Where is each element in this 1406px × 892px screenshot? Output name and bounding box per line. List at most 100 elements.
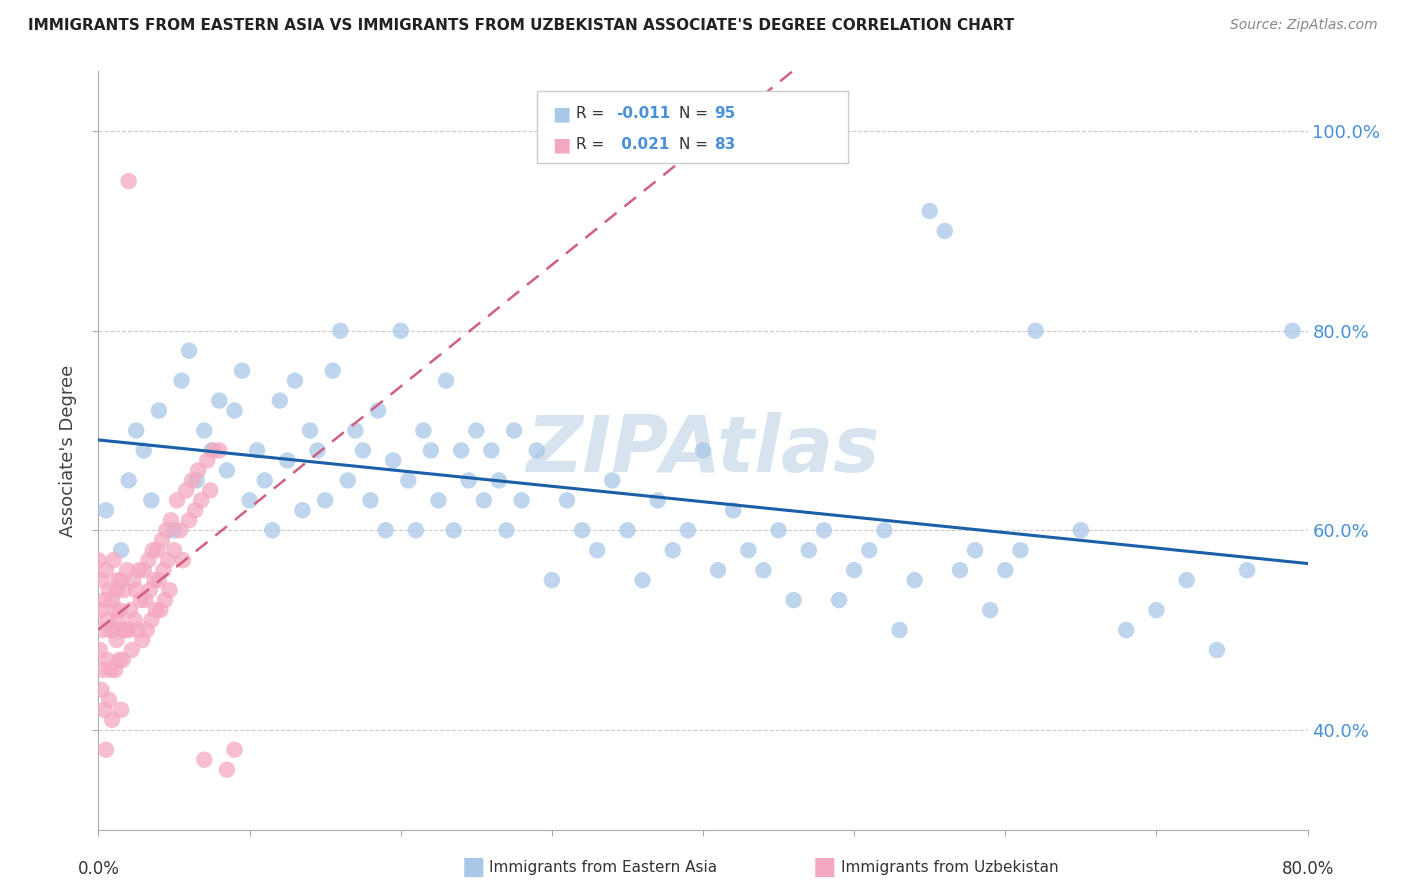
- Point: [314, 493, 336, 508]
- Point: [146, 543, 169, 558]
- Point: [352, 443, 374, 458]
- Point: [1206, 643, 1229, 657]
- Point: [90, 573, 112, 587]
- Point: [91, 663, 114, 677]
- Point: [103, 623, 125, 637]
- Point: [107, 573, 129, 587]
- Point: [495, 523, 517, 537]
- Text: 95: 95: [714, 106, 735, 121]
- Point: [994, 563, 1017, 577]
- Text: Source: ZipAtlas.com: Source: ZipAtlas.com: [1230, 18, 1378, 32]
- Point: [96, 653, 118, 667]
- Point: [125, 583, 148, 598]
- Point: [299, 424, 322, 438]
- Point: [344, 424, 367, 438]
- Point: [828, 593, 851, 607]
- Point: [187, 463, 209, 477]
- Point: [201, 443, 224, 458]
- Point: [190, 493, 212, 508]
- Point: [174, 483, 197, 498]
- Point: [374, 523, 396, 537]
- Point: [118, 474, 141, 488]
- Text: N =: N =: [679, 137, 713, 153]
- Point: [128, 563, 150, 577]
- Point: [98, 583, 121, 598]
- Point: [93, 703, 115, 717]
- Point: [1010, 543, 1032, 558]
- Point: [231, 364, 253, 378]
- Point: [291, 503, 314, 517]
- Point: [149, 603, 172, 617]
- Text: 80.0%: 80.0%: [1281, 860, 1334, 878]
- Point: [186, 474, 208, 488]
- Point: [156, 553, 179, 567]
- Point: [160, 513, 183, 527]
- Point: [200, 483, 222, 498]
- Text: 0.0%: 0.0%: [77, 860, 120, 878]
- Point: [141, 613, 163, 627]
- Point: [336, 474, 359, 488]
- Point: [367, 403, 389, 417]
- Point: [797, 543, 820, 558]
- Point: [427, 493, 450, 508]
- Point: [434, 374, 457, 388]
- Point: [571, 523, 593, 537]
- Point: [661, 543, 683, 558]
- Text: IMMIGRANTS FROM EASTERN ASIA VS IMMIGRANTS FROM UZBEKISTAN ASSOCIATE'S DEGREE CO: IMMIGRANTS FROM EASTERN ASIA VS IMMIGRAN…: [28, 18, 1014, 33]
- Point: [100, 663, 122, 677]
- Point: [141, 493, 163, 508]
- Point: [224, 403, 246, 417]
- Text: R =: R =: [576, 106, 610, 121]
- Point: [184, 503, 207, 517]
- Point: [105, 583, 128, 598]
- Point: [127, 623, 149, 637]
- Point: [103, 553, 125, 567]
- Point: [602, 474, 624, 488]
- Point: [457, 474, 479, 488]
- Point: [707, 563, 730, 577]
- Point: [540, 573, 562, 587]
- Point: [131, 633, 153, 648]
- Point: [110, 573, 132, 587]
- Point: [215, 463, 238, 477]
- Point: [503, 424, 526, 438]
- Point: [949, 563, 972, 577]
- Text: Immigrants from Eastern Asia: Immigrants from Eastern Asia: [489, 860, 717, 874]
- Point: [87, 553, 110, 567]
- Point: [166, 493, 188, 508]
- Point: [202, 443, 225, 458]
- Text: 0.021: 0.021: [616, 137, 669, 153]
- Point: [96, 613, 118, 627]
- Point: [150, 533, 173, 548]
- Point: [115, 563, 138, 577]
- Point: [873, 523, 896, 537]
- Point: [89, 603, 111, 617]
- Point: [307, 443, 329, 458]
- Point: [107, 613, 129, 627]
- Point: [405, 523, 427, 537]
- Point: [105, 633, 128, 648]
- Point: [193, 753, 215, 767]
- Point: [465, 424, 488, 438]
- Text: ■: ■: [553, 104, 571, 123]
- Point: [148, 403, 170, 417]
- Point: [108, 653, 131, 667]
- Point: [737, 543, 759, 558]
- Text: ■: ■: [461, 855, 485, 879]
- Point: [1175, 573, 1198, 587]
- Point: [172, 553, 194, 567]
- Point: [382, 453, 405, 467]
- Point: [965, 543, 987, 558]
- Point: [94, 563, 117, 577]
- Point: [284, 374, 307, 388]
- Point: [472, 493, 495, 508]
- Point: [142, 543, 165, 558]
- Point: [120, 603, 142, 617]
- Point: [155, 523, 177, 537]
- Point: [132, 563, 155, 577]
- Point: [1115, 623, 1137, 637]
- Point: [170, 374, 193, 388]
- Text: R =: R =: [576, 137, 610, 153]
- Point: [586, 543, 609, 558]
- Point: [813, 523, 835, 537]
